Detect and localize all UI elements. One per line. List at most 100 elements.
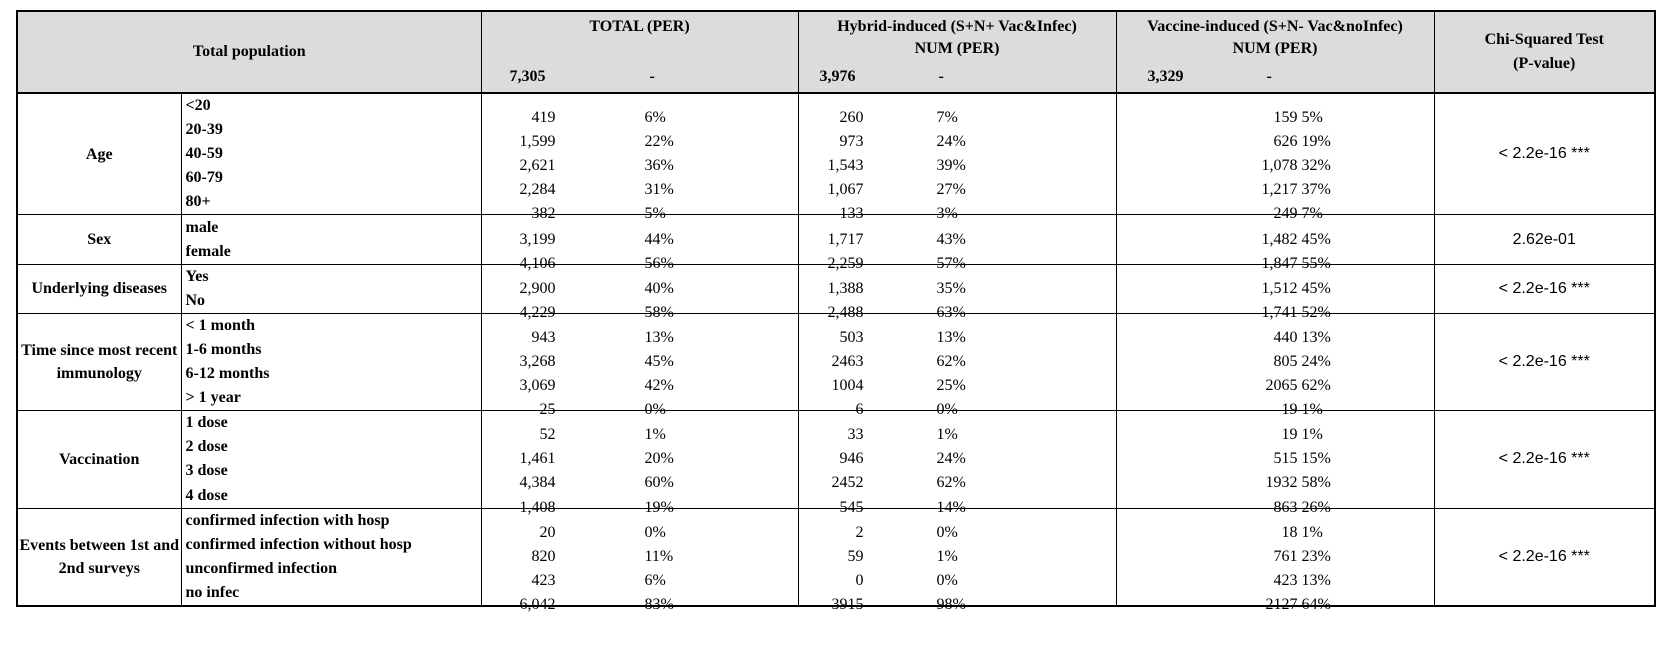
header-vaccine-dash: - [1266, 68, 1272, 85]
total-cell: 1,408 19% [480, 483, 799, 516]
subcategory-label: no infec [185, 583, 240, 601]
subcategory-label: < 1 month [185, 316, 256, 334]
vac-cell: 1932 58% [1115, 459, 1435, 491]
hyb-count: 3915 [831, 595, 864, 613]
subcategory-label: confirmed infection with hosp [185, 511, 390, 529]
group-1: Sex male 3,199 44% 1,717 43% 1,482 45% 2.62e-01 f… [17, 214, 1656, 272]
total-cell: 2,284 31% [480, 166, 799, 198]
table-row: confirmed infection without hosp 820 11% 59… [17, 532, 1655, 565]
hyb-cell: 2,488 63% [797, 288, 1117, 321]
total-cell: 52 1% [480, 410, 799, 443]
header-total-dash: - [649, 68, 655, 85]
header-hybrid-count: 3,976 [819, 68, 856, 85]
header-total-population: Total population [16, 11, 482, 93]
subcategory-label: 4 dose [185, 486, 228, 504]
vac-cell: 1,482 45% [1115, 214, 1435, 248]
total-cell: 382 5% [480, 190, 799, 222]
vac-cell: 159 5% [1115, 93, 1435, 126]
table-row: Sex male 3,199 44% 1,717 43% 1,482 45% 2.62e-01 [17, 214, 1656, 265]
hyb-cell: 946 24% [797, 435, 1117, 467]
total-cell: 25 0% [480, 386, 799, 418]
total-cell: 1,461 20% [480, 435, 799, 467]
vac-cell: 2127 64% [1115, 580, 1435, 613]
table-row: 1-6 months 3,268 45% 2463 62% 805 24% [17, 337, 1655, 370]
subcategory-label: female [185, 242, 231, 260]
table-row: > 1 year 25 0% 6 0% 19 1% [17, 386, 1655, 418]
hyb-cell: 503 13% [797, 313, 1117, 346]
hyb-cell: 6 0% [797, 386, 1117, 418]
vac-cell: 2065 62% [1115, 362, 1435, 394]
vac-cell: 515 15% [1115, 435, 1435, 467]
group-4: Vaccination 1 dose 52 1% 33 1% 19 1% < 2.2e-16 *… [17, 410, 1656, 516]
subcategory-label: > 1 year [185, 389, 241, 407]
table-header: Total population TOTAL (PER) 7,305 - Hyb… [16, 11, 1656, 93]
p-value: < 2.2e-16 *** [1433, 313, 1656, 411]
table-row: No 4,229 58% 2,488 63% 1,741 52% [17, 288, 1655, 321]
hyb-count: 2 [855, 523, 864, 541]
hyb-cell: 1,388 35% [797, 264, 1117, 297]
vac-cell: 19 1% [1115, 386, 1435, 418]
vac-cell: 249 7% [1115, 190, 1435, 222]
p-value: < 2.2e-16 *** [1433, 93, 1656, 215]
total-cell: 4,106 56% [480, 239, 799, 272]
table-row: 3 dose 4,384 60% 2452 62% 1932 58% [17, 459, 1655, 491]
hyb-percent: 98% [936, 595, 966, 613]
p-value: < 2.2e-16 *** [1433, 508, 1656, 606]
total-cell: 4,229 58% [480, 288, 799, 321]
p-value: < 2.2e-16 *** [1433, 264, 1656, 314]
subcategory-label: 1-6 months [185, 340, 262, 358]
header-vaccine-col: Vaccine-induced (S+N- Vac&noInfec) NUM (… [1115, 11, 1435, 93]
vac-cell: 1,847 55% [1115, 239, 1435, 272]
total-cell: 6,042 83% [480, 580, 799, 613]
hyb-cell: 2452 62% [797, 459, 1117, 491]
vac-cell: 1,217 37% [1115, 166, 1435, 198]
vac-percent: 64% [1301, 595, 1331, 613]
hyb-cell: 0 0% [797, 556, 1117, 589]
table-row: no infec 6,042 83% 3915 98% 2127 64% [17, 580, 1655, 613]
subcategory-label: 1 dose [185, 414, 228, 432]
vac-cell: 423 13% [1115, 556, 1435, 589]
vac-cell: 626 19% [1115, 118, 1435, 150]
hyb-cell: 1,067 27% [797, 166, 1117, 198]
table-row: Time since most recent immunology < 1 mon… [17, 313, 1656, 411]
total-count: 6,042 [519, 595, 556, 613]
vac-cell: 805 24% [1115, 337, 1435, 370]
table-row: Age <20 419 6% 260 7% 159 5% < 2.2e-16 *** [17, 93, 1656, 215]
hyb-count: 6 [855, 401, 864, 419]
subcategory-label: 80+ [185, 193, 211, 211]
hyb-cell: 2 0% [797, 508, 1117, 541]
total-cell: 2,900 40% [480, 264, 799, 297]
total-cell: 820 11% [480, 532, 799, 565]
table-row: 60-79 2,284 31% 1,067 27% 1,217 37% [17, 166, 1655, 198]
vac-cell: 440 13% [1115, 313, 1435, 346]
subcategory-label: 6-12 months [185, 365, 270, 383]
subcategory-label: confirmed infection without hosp [185, 535, 412, 553]
vac-cell: 19 1% [1115, 410, 1435, 443]
subcategory-label: Yes [185, 267, 209, 285]
subcategory-label: <20 [185, 97, 211, 115]
group-label: Sex [17, 214, 182, 265]
hyb-cell: 1004 25% [797, 362, 1117, 394]
table-row: unconfirmed infection 423 6% 0 0% 423 13% [17, 556, 1655, 589]
header-chi-subtitle: (P-value) [1513, 55, 1576, 72]
hyb-cell: 133 3% [797, 190, 1117, 222]
vac-cell: 863 26% [1115, 483, 1435, 516]
group-0: Age <20 419 6% 260 7% 159 5% < 2.2e-16 *** 20-39 1… [17, 93, 1656, 222]
subcategory-label: No [185, 291, 206, 309]
table-row: 40-59 2,621 36% 1,543 39% 1,078 32% [17, 142, 1655, 174]
header-hybrid-title: Hybrid-induced (S+N+ Vac&Infec) [837, 18, 1077, 35]
subcategory-label: male [185, 218, 219, 236]
header-total-col: TOTAL (PER) 7,305 - [480, 11, 799, 93]
subcategory-label: 40-59 [185, 145, 223, 163]
table-row: 80+ 382 5% 133 3% 249 7% [17, 190, 1655, 222]
header-total-title: TOTAL (PER) [589, 18, 690, 35]
hyb-cell: 2,259 57% [797, 239, 1117, 272]
vac-cell: 18 1% [1115, 508, 1435, 541]
table-row: 4 dose 1,408 19% 545 14% 863 26% [17, 483, 1655, 516]
group-3: Time since most recent immunology < 1 mon… [17, 313, 1656, 418]
subcategory-label: 20-39 [185, 121, 223, 139]
table-row: 2 dose 1,461 20% 946 24% 515 15% [17, 435, 1655, 467]
total-cell: 3,199 44% [480, 214, 799, 248]
hyb-cell: 973 24% [797, 118, 1117, 150]
vac-cell: 761 23% [1115, 532, 1435, 565]
